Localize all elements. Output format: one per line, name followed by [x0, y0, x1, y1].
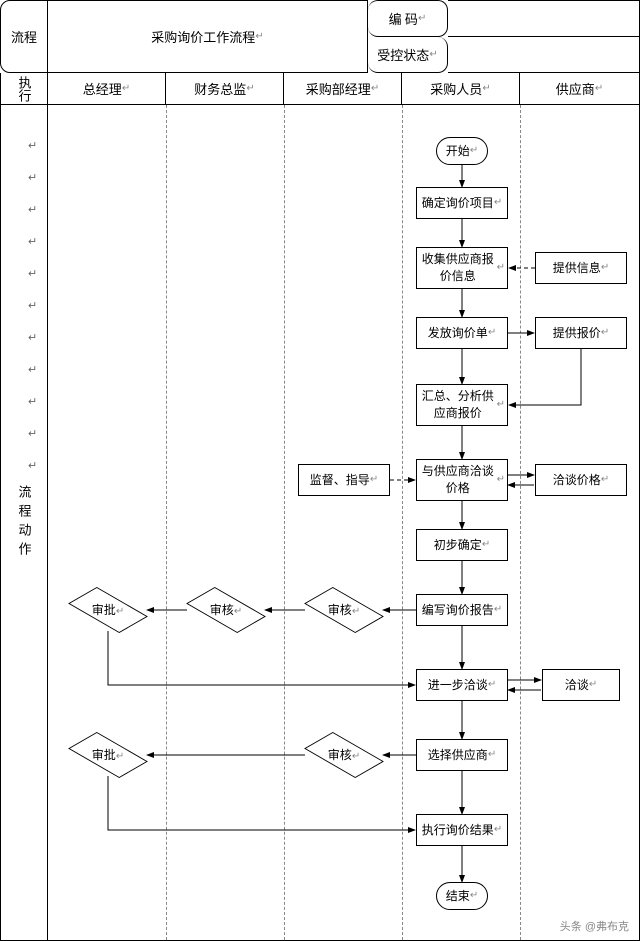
lane-header-pm: 采购部经理↵ — [284, 73, 402, 105]
node-further-negotiate: 进一步洽谈↵ — [416, 669, 508, 701]
lane-header-pp: 采购人员↵ — [402, 73, 520, 105]
decision-review-pm: 审核↵ — [305, 589, 383, 631]
code-value-cell — [448, 0, 640, 37]
node-supervise: 监督、指导↵ — [298, 464, 390, 496]
node-provide-quote: 提供报价↵ — [535, 317, 627, 349]
side-label-top: 执行 — [0, 73, 48, 105]
node-execute: 执行询价结果↵ — [416, 814, 508, 846]
watermark: 头条 @弗布克 — [560, 918, 629, 934]
decision-review-pm2: 审核↵ — [305, 734, 383, 776]
node-negotiate-sup: 洽谈↵ — [542, 669, 620, 701]
node-preliminary: 初步确定↵ — [416, 529, 508, 561]
node-collect-quotes: 收集供应商报价信息↵ — [416, 247, 508, 289]
lane-header-fd: 财务总监↵ — [166, 73, 284, 105]
flow-label: 流程 — [11, 27, 37, 46]
header: 流程 采购询价工作流程↵ 编 码↵ 受控状态↵ — [0, 0, 640, 73]
start-node: 开始↵ — [436, 137, 488, 165]
decision-approve-gm: 审批↵ — [69, 589, 147, 631]
body-area: 流程动作 ↵↵↵↵↵↵↵↵↵↵↵ — [0, 105, 640, 941]
decision-approve-gm2: 审批↵ — [69, 734, 147, 776]
end-node: 结束↵ — [436, 882, 488, 910]
node-determine-item: 确定询价项目↵ — [416, 187, 508, 219]
node-select-supplier: 选择供应商↵ — [416, 739, 508, 771]
status-label-cell: 受控状态↵ — [368, 37, 448, 73]
flow-label-cell: 流程 — [0, 0, 48, 73]
node-negotiate-price: 洽谈价格↵ — [535, 464, 627, 496]
decision-review-fd: 审核↵ — [187, 589, 265, 631]
status-value-cell — [448, 37, 640, 73]
code-label: 编 码 — [389, 9, 418, 28]
title-cell: 采购询价工作流程↵ — [48, 0, 368, 73]
title: 采购询价工作流程 — [151, 27, 255, 46]
status-label: 受控状态 — [377, 45, 429, 64]
node-write-report: 编写询价报告↵ — [416, 594, 508, 626]
node-provide-info: 提供信息↵ — [535, 252, 627, 284]
lane-header-sup: 供应商↵ — [520, 73, 640, 105]
node-negotiate: 与供应商洽谈价格↵ — [416, 459, 508, 501]
node-analyze: 汇总、分析供应商报价↵ — [416, 384, 508, 426]
node-send-rfq: 发放询价单↵ — [416, 317, 508, 349]
code-label-cell: 编 码↵ — [368, 0, 448, 37]
lane-header-gm: 总经理↵ — [48, 73, 166, 105]
page: 流程 采购询价工作流程↵ 编 码↵ 受控状态↵ 执行 总经理↵ 财务总监↵ 采购… — [0, 0, 640, 941]
arrows-layer — [1, 105, 640, 940]
